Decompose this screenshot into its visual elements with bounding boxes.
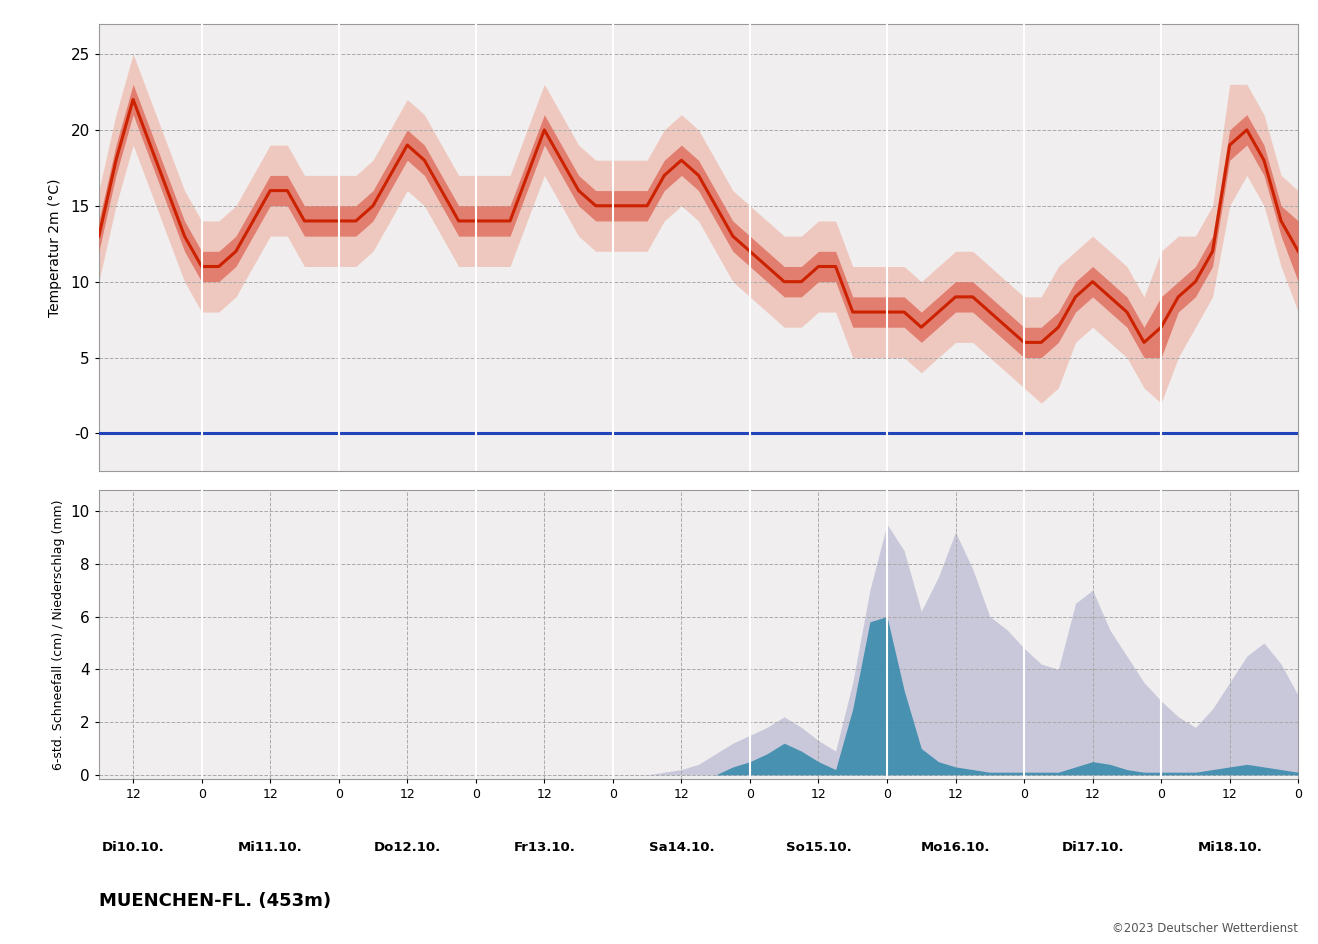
Text: Do12.10.: Do12.10.: [373, 841, 442, 853]
Y-axis label: Temperatur 2m (°C): Temperatur 2m (°C): [49, 178, 62, 317]
Text: Mi11.10.: Mi11.10.: [237, 841, 303, 853]
Y-axis label: 6-std. Schneefall (cm) / Niederschlag (mm): 6-std. Schneefall (cm) / Niederschlag (m…: [51, 499, 65, 769]
Text: Di10.10.: Di10.10.: [101, 841, 165, 853]
Text: Mo16.10.: Mo16.10.: [921, 841, 990, 853]
Text: Mi18.10.: Mi18.10.: [1197, 841, 1263, 853]
Text: Sa14.10.: Sa14.10.: [648, 841, 714, 853]
Text: MUENCHEN-FL. (453m): MUENCHEN-FL. (453m): [99, 892, 331, 910]
Text: So15.10.: So15.10.: [786, 841, 851, 853]
Text: Di17.10.: Di17.10.: [1061, 841, 1124, 853]
Text: ©2023 Deutscher Wetterdienst: ©2023 Deutscher Wetterdienst: [1112, 921, 1298, 935]
Text: Fr13.10.: Fr13.10.: [514, 841, 575, 853]
